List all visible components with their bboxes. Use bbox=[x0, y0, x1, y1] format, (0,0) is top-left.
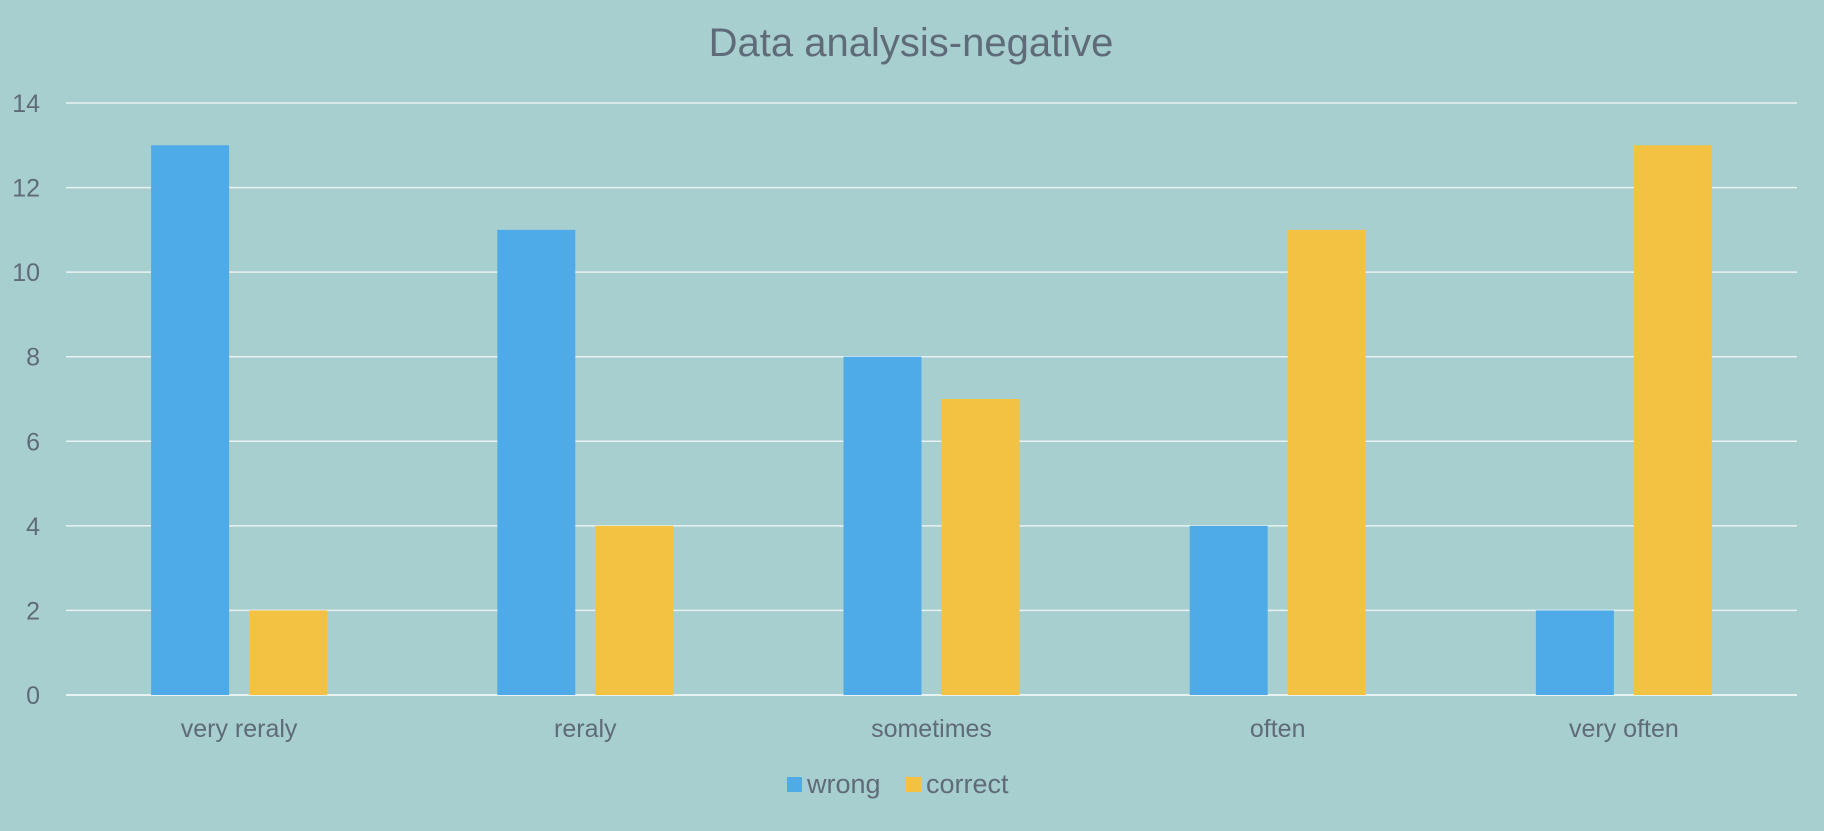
bar-correct-reraly bbox=[595, 525, 674, 695]
legend-swatch-wrong bbox=[787, 777, 802, 792]
y-tick-label: 10 bbox=[12, 259, 40, 287]
bars bbox=[151, 145, 1712, 696]
y-tick-label: 0 bbox=[26, 682, 40, 710]
bar-correct-very-reraly bbox=[249, 610, 328, 695]
x-tick-label: often bbox=[1250, 715, 1306, 743]
x-tick-label: reraly bbox=[554, 715, 617, 743]
y-tick-label: 6 bbox=[26, 428, 40, 456]
bar-correct-very-often bbox=[1633, 145, 1712, 696]
x-tick-label: very often bbox=[1569, 715, 1679, 743]
y-axis-ticks: 0 2 4 6 8 10 12 14 bbox=[12, 90, 40, 710]
bar-wrong-often bbox=[1189, 525, 1268, 695]
bar-correct-often bbox=[1287, 229, 1366, 695]
y-tick-label: 8 bbox=[26, 344, 40, 372]
legend-swatch-correct bbox=[906, 777, 921, 792]
chart-title: Data analysis-negative bbox=[709, 21, 1114, 65]
bar-wrong-reraly bbox=[497, 229, 576, 695]
bar-wrong-very-often bbox=[1535, 610, 1614, 695]
bar-wrong-very-reraly bbox=[151, 145, 230, 696]
y-tick-label: 4 bbox=[26, 513, 40, 541]
legend: wrong correct bbox=[787, 769, 1009, 799]
bar-correct-sometimes bbox=[941, 399, 1020, 695]
legend-label-wrong: wrong bbox=[806, 769, 881, 799]
legend-label-correct: correct bbox=[926, 769, 1009, 799]
y-tick-label: 12 bbox=[12, 175, 40, 203]
x-axis-ticks: very reraly reraly sometimes often very ofte… bbox=[181, 715, 1679, 743]
gridlines bbox=[66, 102, 1797, 696]
x-tick-label: very reraly bbox=[181, 715, 298, 743]
y-tick-label: 14 bbox=[12, 90, 40, 118]
x-tick-label: sometimes bbox=[871, 715, 992, 743]
y-tick-label: 2 bbox=[26, 597, 40, 625]
bar-wrong-sometimes bbox=[843, 356, 922, 695]
